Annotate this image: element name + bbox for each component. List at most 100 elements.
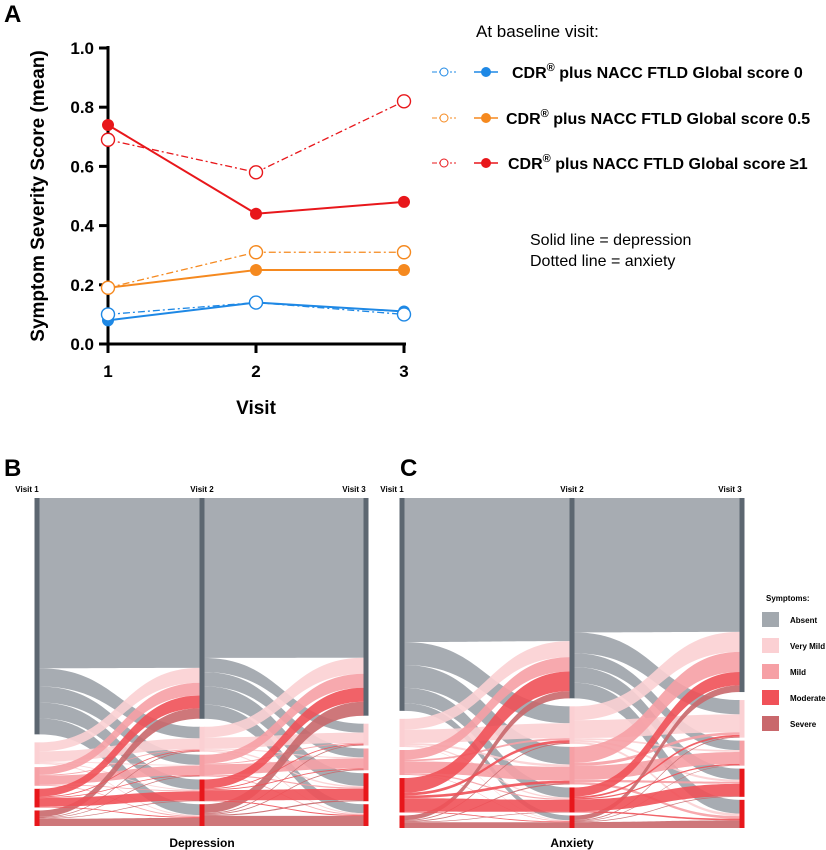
flow-absent-to-severe [404,703,570,821]
legend-swatch-absent [762,612,779,627]
flow-very-mild-to-severe [39,763,200,817]
flow-severe-to-severe [39,817,200,826]
legend-label-severe: Severe [790,720,817,729]
flow-mild-to-very-mild [404,738,570,762]
node-absent [569,498,575,699]
flow-very-mild-to-mild [574,738,740,752]
node-moderate [739,768,745,797]
node-absent [739,498,745,693]
flow-very-mild-to-absent [204,657,364,738]
y-tick-label: 0.8 [70,98,94,117]
flow-severe-to-absent [204,701,364,814]
data-point-depression [398,195,410,208]
flow-moderate-to-severe [39,806,200,818]
flow-moderate-to-moderate [404,798,570,812]
flow-absent-to-moderate [404,687,570,798]
node-severe [34,810,40,826]
node-severe [569,815,575,828]
flow-moderate-to-mild [404,780,570,799]
node-absent [399,498,405,711]
node-moderate [199,779,205,802]
flow-moderate-to-severe [404,811,570,823]
node-very-mild [34,742,40,765]
node-severe [739,799,745,828]
flow-moderate-to-absent [574,671,740,797]
flow-very-mild-to-severe [404,746,570,821]
data-point-depression [102,118,114,131]
flow-severe-to-severe [404,822,570,828]
node-mild [569,746,575,785]
flow-mild-to-mild [404,761,570,781]
legend-title: At baseline visit: [476,22,599,41]
data-point-anxiety [248,165,264,180]
flow-moderate-to-moderate [204,788,364,801]
x-tick-label: 1 [103,362,112,381]
series-line-anxiety-0 [107,301,405,316]
node-very-mild [199,726,205,752]
y-tick-label: 0.4 [70,217,94,236]
node-absent [363,498,369,716]
data-point-anxiety [248,295,264,310]
flow-mild-to-moderate [39,784,200,792]
panel-label-a: A [4,1,21,28]
legend-filled-marker [481,113,491,123]
flow-mild-to-very-mild [574,732,740,767]
data-point-anxiety [396,307,412,322]
data-point-anxiety [100,307,116,322]
data-point-anxiety [100,280,116,295]
flow-absent-to-absent [204,498,364,658]
flow-mild-to-absent [574,651,740,763]
flow-moderate-to-very-mild [404,740,570,796]
flow-absent-to-absent [574,498,740,633]
node-mild [363,748,369,771]
line-chart-a: Symptom Severity Score (mean) Visit 0.00… [28,22,810,419]
panel-label-c: C [400,455,417,482]
node-very-mild [739,700,745,738]
flow-mild-to-moderate [404,773,570,801]
flow-moderate-to-very-mild [574,734,740,799]
node-severe [399,815,405,828]
legend-label: CDR® plus NACC FTLD Global score 0.5 [506,108,810,128]
legend-swatch-mild [762,664,779,679]
panel-label-b: B [4,455,21,482]
flow-severe-to-absent [404,691,570,821]
flow-very-mild-to-severe [204,750,364,815]
sankey-anxiety: Visit 1 Visit 2 Visit 3 [380,485,745,828]
axes: 0.0 0.2 0.4 0.6 0.8 1.0 1 2 3 [70,39,408,381]
data-point-anxiety [248,245,264,260]
flow-moderate-to-absent [39,695,200,797]
flow-moderate-to-very-mild [204,743,364,790]
legend-open-marker [439,113,449,123]
flow-very-mild-to-absent [574,631,740,721]
node-very-mild [399,718,405,748]
x-tick-label: 2 [251,362,260,381]
legend-label-very-mild: Very Mild [790,642,825,651]
node-very-mild [569,706,575,744]
y-tick-label: 0.6 [70,157,94,176]
node-moderate [399,778,405,813]
legend-label: CDR® plus NACC FTLD Global score ≥1 [508,153,808,173]
flow-severe-to-severe [204,815,364,826]
flow-absent-to-absent [39,498,200,669]
stage-label: Visit 2 [560,485,584,494]
flow-very-mild-to-absent [39,667,200,752]
data-point-depression [250,264,262,276]
flow-severe-to-very-mild [574,736,740,821]
node-very-mild [363,723,369,746]
sankey-title-depression: Depression [169,836,234,850]
node-absent [34,498,40,735]
legend-label-mild: Mild [790,668,806,677]
node-mild [199,754,205,777]
y-tick-label: 0.2 [70,276,94,295]
flow-mild-to-severe [404,774,570,822]
node-absent [199,498,205,719]
flow-mild-to-absent [204,673,364,764]
sankey-title-anxiety: Anxiety [550,836,594,850]
data-point-anxiety [100,132,116,147]
flow-severe-to-moderate [574,796,740,823]
flow-severe-to-very-mild [404,742,570,821]
flow-moderate-to-very-mild [39,750,200,798]
flow-very-mild-to-very-mild [574,714,740,739]
legend-label: CDR® plus NACC FTLD Global score 0 [512,62,803,82]
